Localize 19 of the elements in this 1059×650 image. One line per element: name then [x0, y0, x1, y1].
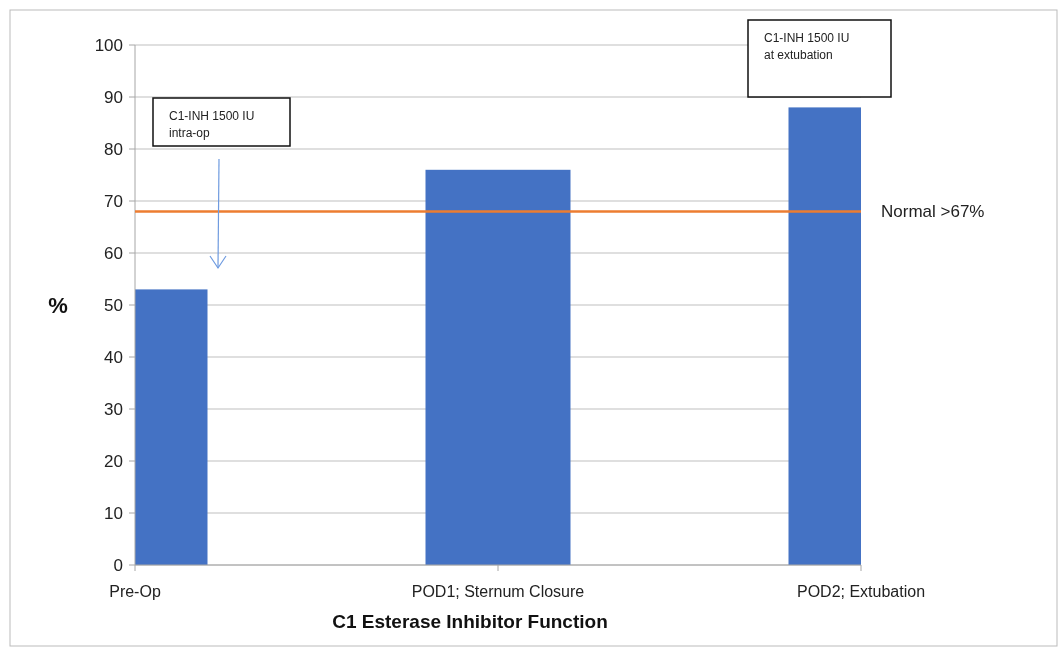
- y-tick-label: 90: [104, 87, 123, 107]
- y-tick-label: 80: [104, 139, 123, 159]
- y-tick-label: 0: [113, 555, 123, 575]
- y-tick-label: 50: [104, 295, 123, 315]
- y-tick-label: 70: [104, 191, 123, 211]
- y-tick-label: 30: [104, 399, 123, 419]
- x-tick-label: POD1; Sternum Closure: [411, 583, 585, 600]
- y-axis-title: %: [48, 292, 68, 318]
- annotation: C1-INH 1500 IU intra-op: [169, 109, 255, 140]
- x-axis-title: C1 Esterase Inhibitor Function: [332, 611, 608, 632]
- y-tick-label: 20: [104, 451, 123, 471]
- y-tick-label: 100: [94, 35, 123, 55]
- x-tick-label: Pre-Op: [109, 583, 161, 600]
- y-tick-label: 60: [104, 243, 123, 263]
- annotation: C1-INH 1500 IU at extubation: [764, 31, 850, 62]
- y-tick-label: 10: [104, 503, 123, 523]
- ref-line-label: Normal >67%: [881, 202, 985, 222]
- x-tick-label: POD2; Extubation: [796, 583, 926, 600]
- y-tick-label: 40: [104, 347, 123, 367]
